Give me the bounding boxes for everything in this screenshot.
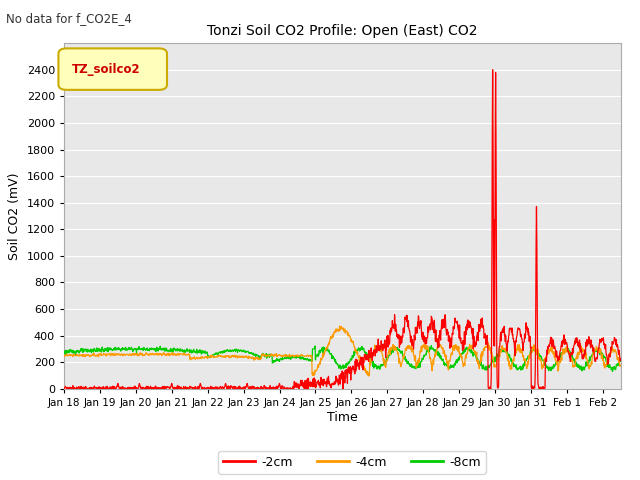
Legend: -2cm, -4cm, -8cm: -2cm, -4cm, -8cm: [218, 451, 486, 474]
Text: No data for f_CO2E_4: No data for f_CO2E_4: [6, 12, 132, 25]
FancyBboxPatch shape: [58, 48, 167, 90]
Y-axis label: Soil CO2 (mV): Soil CO2 (mV): [8, 172, 21, 260]
Text: TZ_soilco2: TZ_soilco2: [72, 62, 141, 76]
Title: Tonzi Soil CO2 Profile: Open (East) CO2: Tonzi Soil CO2 Profile: Open (East) CO2: [207, 24, 477, 38]
X-axis label: Time: Time: [327, 410, 358, 424]
